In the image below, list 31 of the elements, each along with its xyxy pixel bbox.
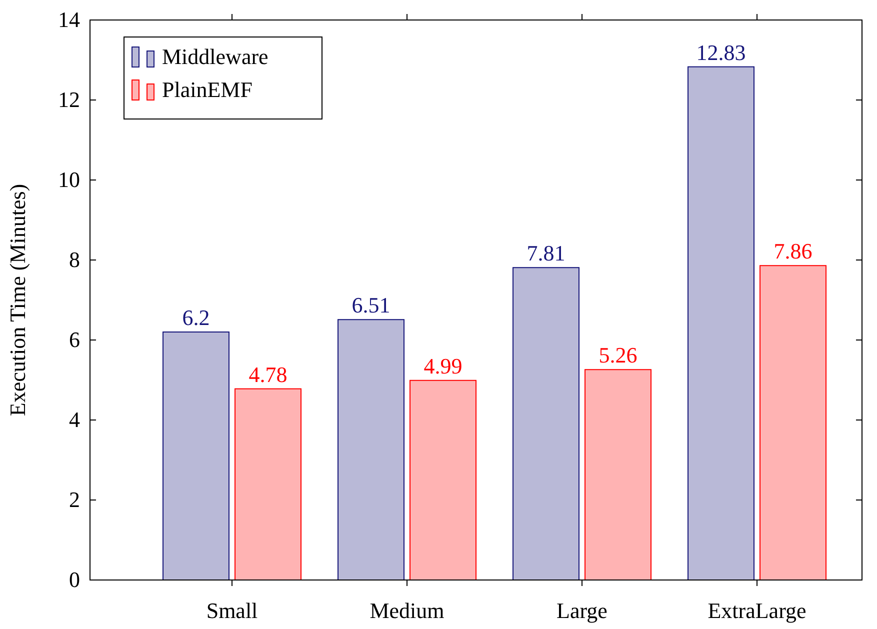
x-tick-label: Small — [206, 598, 258, 623]
y-axis-title: Execution Time (Minutes) — [5, 184, 30, 416]
data-label: 4.99 — [424, 353, 462, 378]
data-label: 6.51 — [352, 292, 390, 318]
y-tick-label: 8 — [69, 247, 80, 272]
y-tick-label: 2 — [69, 487, 80, 512]
bar — [584, 369, 652, 580]
x-tick-label: Large — [556, 598, 608, 623]
bar — [760, 265, 826, 580]
bar — [512, 267, 580, 580]
y-tick-label: 12 — [58, 87, 80, 112]
data-label: 12.83 — [696, 40, 746, 65]
y-tick-label: 4 — [69, 407, 80, 432]
data-label: 7.81 — [526, 240, 566, 266]
y-tick-label: 10 — [58, 167, 80, 192]
y-tick-label: 0 — [69, 567, 80, 592]
x-tick-label: Medium — [370, 598, 444, 623]
data-label: 7.86 — [774, 238, 812, 264]
bar — [410, 380, 476, 580]
data-label: 5.26 — [598, 342, 638, 368]
data-label: 4.78 — [248, 362, 288, 387]
bar — [162, 332, 230, 580]
y-tick-label: 6 — [69, 327, 80, 352]
y-tick-label: 14 — [58, 7, 80, 32]
x-tick-label: ExtraLarge — [708, 598, 806, 623]
data-label: 6.2 — [182, 305, 210, 330]
legend-label: Middleware — [162, 44, 268, 69]
bar — [338, 319, 404, 580]
bar — [234, 388, 302, 580]
legend-label: PlainEMF — [162, 77, 252, 102]
bar — [688, 66, 754, 580]
